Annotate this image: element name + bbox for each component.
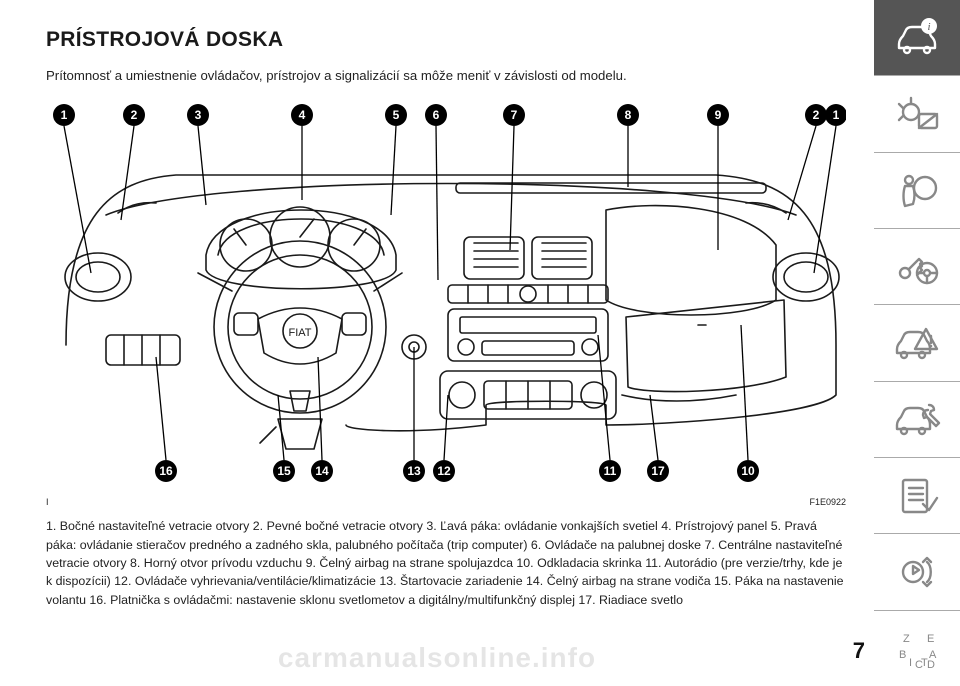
sidebar-tab-checklist[interactable] (874, 458, 960, 534)
sidebar-tab-media[interactable] (874, 534, 960, 610)
figure-label-left: I (46, 497, 49, 507)
sidebar-tab-car-info[interactable]: i (874, 0, 960, 76)
svg-text:14: 14 (315, 464, 329, 478)
sidebar-tab-car-warning[interactable] (874, 305, 960, 381)
svg-text:I: I (909, 657, 912, 669)
svg-text:6: 6 (433, 108, 440, 122)
svg-text:FIAT: FIAT (288, 327, 311, 339)
svg-text:17: 17 (651, 464, 665, 478)
svg-text:13: 13 (407, 464, 421, 478)
svg-text:8: 8 (625, 108, 632, 122)
callout-badge-2: 2 (805, 104, 827, 126)
intro-text: Prítomnosť a umiestnenie ovládačov, prís… (46, 66, 846, 85)
sidebar-tab-key-steering[interactable] (874, 229, 960, 305)
dashboard-figure: FIAT (46, 95, 846, 491)
sidebar-tab-airbag[interactable] (874, 153, 960, 229)
figure-code: F1E0922 (809, 497, 846, 507)
callout-badge-15: 15 (273, 460, 295, 482)
callout-badge-3: 3 (187, 104, 209, 126)
sidebar-tab-index[interactable]: Z E B A I C T D (874, 611, 960, 686)
svg-text:B: B (899, 649, 906, 661)
svg-text:Z: Z (903, 633, 910, 645)
airbag-icon (893, 166, 941, 214)
car-warning-icon (893, 319, 941, 367)
svg-text:10: 10 (741, 464, 755, 478)
svg-text:5: 5 (393, 108, 400, 122)
callout-badge-5: 5 (385, 104, 407, 126)
callout-badge-8: 8 (617, 104, 639, 126)
svg-text:1: 1 (833, 108, 840, 122)
sidebar-tab-warning-light[interactable] (874, 76, 960, 152)
svg-text:9: 9 (715, 108, 722, 122)
svg-text:D: D (927, 659, 935, 671)
svg-text:i: i (927, 21, 930, 33)
callout-badge-14: 14 (311, 460, 333, 482)
key-steering-icon (893, 243, 941, 291)
callout-badge-6: 6 (425, 104, 447, 126)
figure-caption: 1. Bočné nastaviteľné vetracie otvory 2.… (46, 517, 846, 609)
callout-badge-16: 16 (155, 460, 177, 482)
sidebar-tab-car-service[interactable] (874, 382, 960, 458)
car-info-icon: i (893, 14, 941, 62)
media-arrows-icon (893, 548, 941, 596)
callout-badge-13: 13 (403, 460, 425, 482)
checklist-icon (893, 472, 941, 520)
callout-badge-1: 1 (53, 104, 75, 126)
callout-badge-2: 2 (123, 104, 145, 126)
svg-text:15: 15 (277, 464, 291, 478)
svg-text:7: 7 (511, 108, 518, 122)
svg-text:16: 16 (159, 464, 173, 478)
svg-text:11: 11 (604, 464, 617, 478)
svg-text:2: 2 (131, 108, 138, 122)
svg-text:1: 1 (61, 108, 68, 122)
page-title: PRÍSTROJOVÁ DOSKA (46, 28, 846, 52)
callout-badge-12: 12 (433, 460, 455, 482)
page-number: 7 (853, 638, 865, 664)
callout-badge-7: 7 (503, 104, 525, 126)
sidebar: i (874, 0, 960, 686)
car-service-icon (893, 395, 941, 443)
callout-badge-10: 10 (737, 460, 759, 482)
callout-badge-1: 1 (825, 104, 846, 126)
svg-text:3: 3 (195, 108, 202, 122)
svg-text:4: 4 (299, 108, 306, 122)
callout-badge-17: 17 (647, 460, 669, 482)
warning-light-icon (893, 90, 941, 138)
svg-text:12: 12 (437, 464, 451, 478)
callout-badge-11: 11 (599, 460, 621, 482)
watermark: carmanualsonline.info (0, 642, 874, 674)
callout-badge-9: 9 (707, 104, 729, 126)
svg-text:2: 2 (813, 108, 820, 122)
callout-badge-4: 4 (291, 104, 313, 126)
svg-text:E: E (927, 633, 934, 645)
letters-icon: Z E B A I C T D (893, 624, 941, 672)
